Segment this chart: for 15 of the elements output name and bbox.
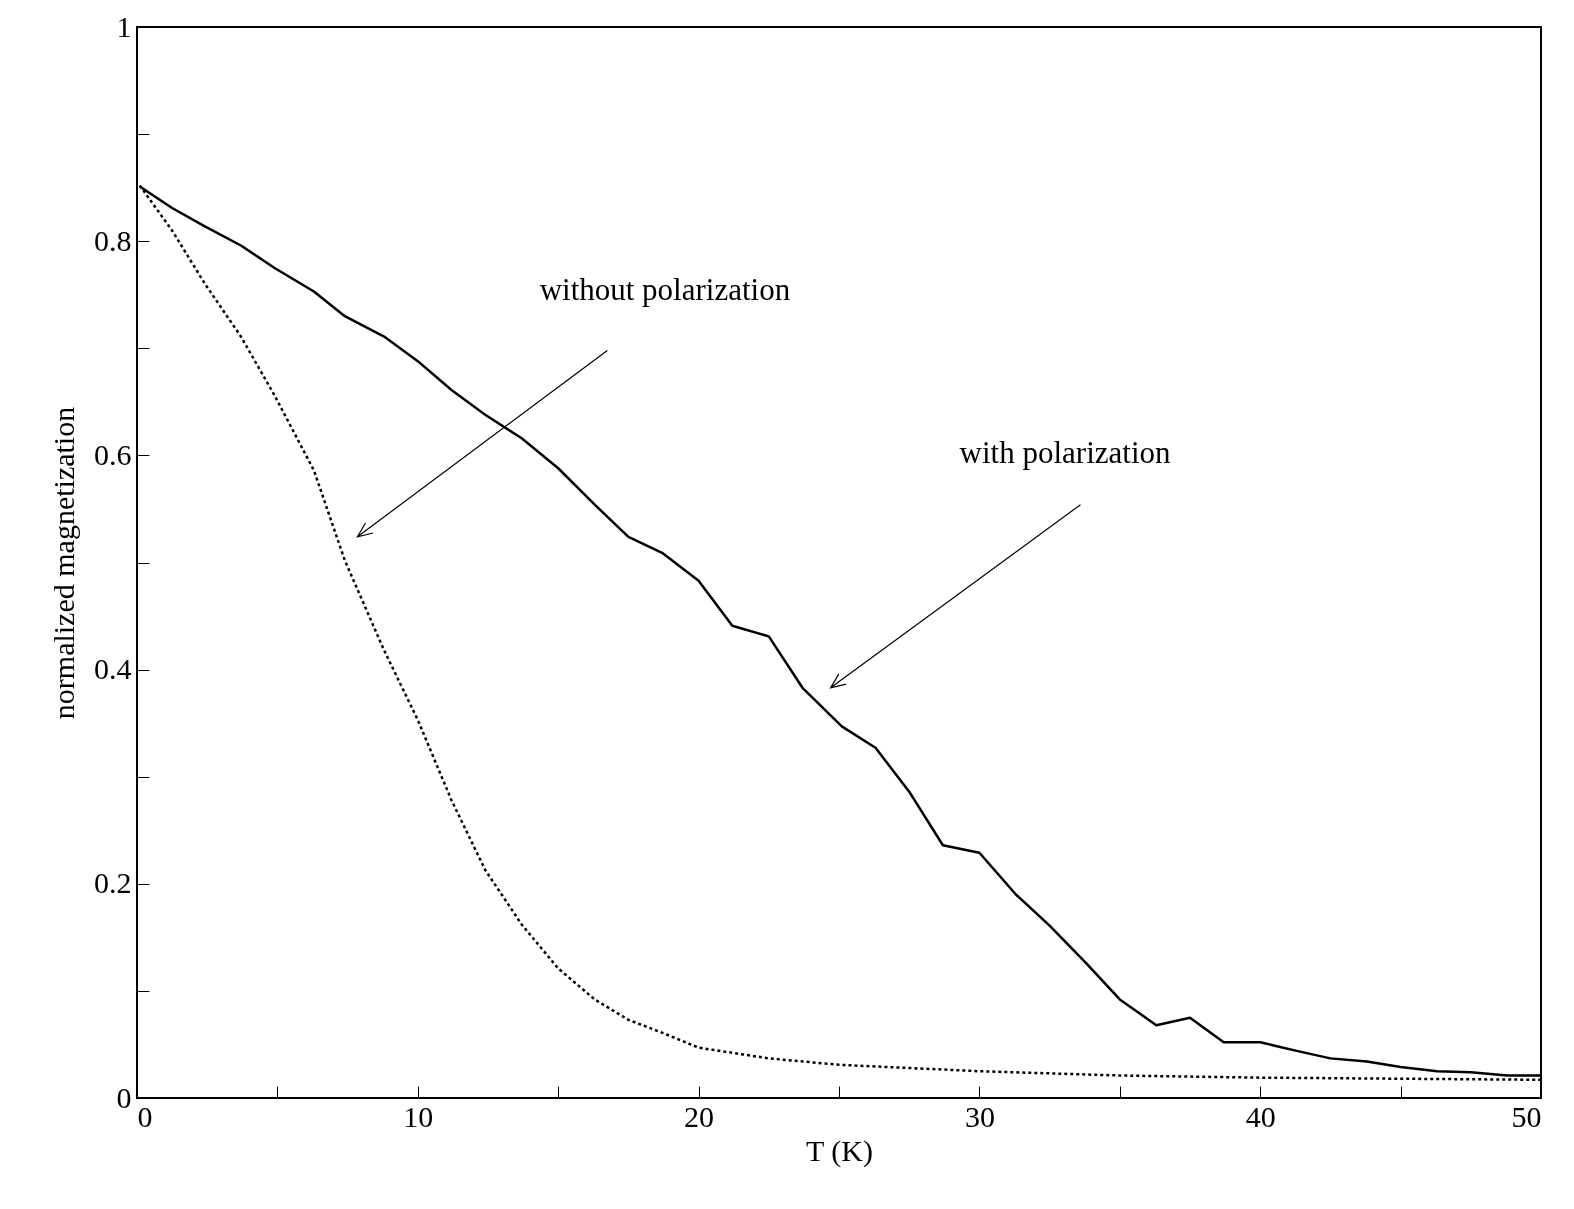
y-axis-title: normalized magnetization	[47, 406, 80, 720]
annotation: with polarization	[959, 435, 1171, 471]
y-tick-label: 0.4	[94, 652, 132, 686]
x-tick-label: 20	[684, 1099, 715, 1133]
y-tick-label: 0.2	[94, 866, 132, 900]
y-tick-label: 1	[116, 9, 132, 43]
x-axis-title: T (K)	[806, 1133, 873, 1168]
x-tick-label: 50	[1511, 1099, 1542, 1133]
x-tick-label: 0	[137, 1099, 153, 1133]
x-tick-label: 30	[964, 1099, 995, 1133]
y-tick-label: 0.6	[94, 437, 132, 471]
annotation: without polarization	[539, 272, 791, 308]
y-tick-label: 0.8	[94, 223, 132, 257]
x-tick-label: 40	[1245, 1099, 1276, 1133]
x-tick-label: 10	[403, 1099, 434, 1133]
